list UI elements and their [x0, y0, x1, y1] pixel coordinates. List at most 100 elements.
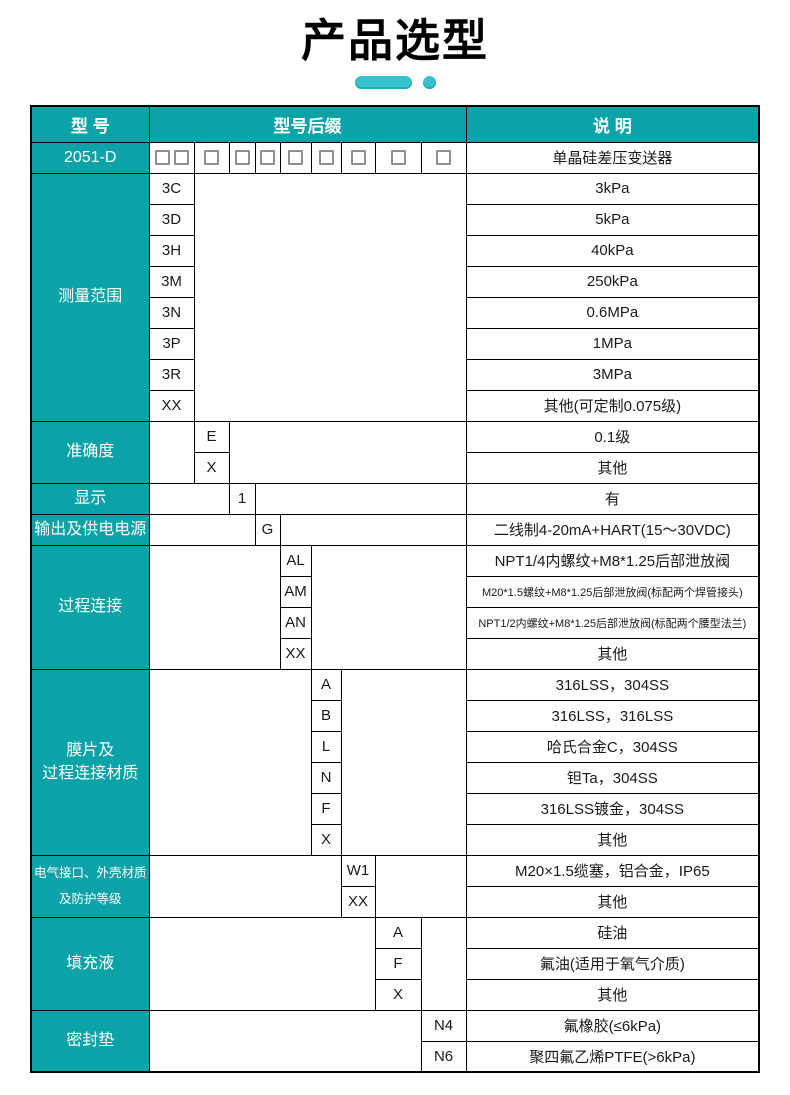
section-label-diaphragm-process-material: 膜片及 过程连接材质	[30, 668, 150, 856]
suffix-filler-cell	[148, 513, 256, 546]
checkbox-icon[interactable]	[260, 149, 275, 165]
section-label-display: 显示	[30, 482, 150, 515]
section-label-fill-fluid: 填充液	[30, 916, 150, 1011]
checkbox-icon[interactable]	[318, 149, 334, 165]
suffix-filler-cell	[279, 513, 467, 546]
option-code-cell: F	[374, 947, 422, 980]
option-description-cell: 316LSS镀金，304SS	[465, 792, 760, 825]
checkbox-icon[interactable]	[288, 149, 303, 165]
suffix-checkbox-cell	[310, 141, 342, 174]
option-description-cell: 哈氏合金C，304SS	[465, 730, 760, 763]
section-label-text: 密封垫	[66, 1032, 115, 1050]
option-description-cell: 其他(可定制0.075级)	[465, 389, 760, 422]
checkbox-icon[interactable]	[173, 149, 189, 165]
suffix-filler-cell	[228, 420, 467, 484]
option-code-cell: 1	[228, 482, 256, 515]
option-code-cell: N	[310, 761, 342, 794]
suffix-checkbox-cell	[254, 141, 281, 174]
option-code-cell: AM	[279, 575, 312, 608]
page-title: 产品选型	[300, 15, 489, 66]
option-description-cell: 其他	[465, 885, 760, 918]
option-description-cell: 0.1级	[465, 420, 760, 453]
option-code-cell: W1	[340, 854, 376, 887]
option-code-cell: X	[374, 978, 422, 1011]
suffix-filler-cell	[374, 854, 467, 918]
option-code-cell: 3D	[148, 203, 195, 236]
suffix-filler-cell	[310, 544, 467, 670]
model-description-cell: 单晶硅差压变送器	[465, 141, 760, 174]
option-code-cell: 3H	[148, 234, 195, 267]
option-description-cell: 钽Ta，304SS	[465, 761, 760, 794]
checkbox-icon[interactable]	[234, 149, 250, 165]
suffix-filler-cell	[148, 420, 195, 484]
section-label-text: 过程连接材质	[42, 765, 139, 782]
option-description-cell: 二线制4-20mA+HART(15～30VDC)	[465, 513, 760, 546]
suffix-filler-cell	[148, 482, 230, 515]
suffix-filler-cell	[148, 916, 376, 1011]
option-description-cell: 3kPa	[465, 172, 760, 205]
option-description-cell: 聚四氟乙烯PTFE(>6kPa)	[465, 1040, 760, 1073]
option-code-cell: 3C	[148, 172, 195, 205]
option-description-cell: 1MPa	[465, 327, 760, 360]
option-code-cell: A	[310, 668, 342, 701]
option-description-cell: 316LSS，316LSS	[465, 699, 760, 732]
option-description-cell: 0.6MPa	[465, 296, 760, 329]
section-label-text: 测量范围	[58, 288, 123, 306]
option-description-cell: 5kPa	[465, 203, 760, 236]
section-label-text: 填充液	[66, 954, 115, 972]
suffix-checkbox-cell	[148, 141, 195, 174]
option-code-cell: N4	[420, 1009, 467, 1042]
suffix-filler-cell	[148, 668, 312, 856]
section-label-seal-gasket: 密封垫	[30, 1009, 150, 1073]
option-code-cell: XX	[148, 389, 195, 422]
option-code-cell: X	[310, 823, 342, 856]
section-label-text: 及防护等级	[58, 892, 122, 906]
header-cell-description: 说 明	[465, 105, 760, 143]
option-description-cell: 其他	[465, 451, 760, 484]
suffix-checkbox-cell	[420, 141, 467, 174]
suffix-checkbox-cell	[279, 141, 312, 174]
option-code-cell: 3M	[148, 265, 195, 298]
option-code-cell: F	[310, 792, 342, 825]
suffix-filler-cell	[193, 172, 467, 422]
suffix-filler-cell	[148, 1009, 422, 1073]
checkbox-icon[interactable]	[350, 149, 366, 165]
underline-pill-icon	[354, 76, 412, 89]
section-label-text: 膜片及	[66, 741, 115, 759]
option-description-cell: 硅油	[465, 916, 760, 949]
option-description-cell: 氟橡胶(≤6kPa)	[465, 1009, 760, 1042]
header-cell-model: 型 号	[30, 105, 150, 143]
section-label-text: 输出及供电电源	[34, 520, 147, 538]
checkbox-icon[interactable]	[154, 149, 170, 165]
section-label-text: 显示	[74, 489, 107, 507]
option-code-cell: B	[310, 699, 342, 732]
option-description-cell: NPT1/4内螺纹+M8*1.25后部泄放阀	[465, 544, 760, 577]
option-code-cell: E	[193, 420, 230, 453]
header-cell-suffix: 型号后缀	[148, 105, 467, 143]
option-code-cell: AN	[279, 606, 312, 639]
option-description-cell: NPT1/2内螺纹+M8*1.25后部泄放阀(标配两个腰型法兰)	[465, 606, 760, 639]
suffix-checkbox-cell	[228, 141, 256, 174]
option-description-cell: 氟油(适用于氧气介质)	[465, 947, 760, 980]
checkbox-icon[interactable]	[390, 149, 406, 165]
title-underline-decoration	[0, 76, 790, 89]
section-label-text: 准确度	[66, 443, 115, 461]
suffix-filler-cell	[148, 544, 281, 670]
model-number-cell: 2051-D	[30, 141, 150, 174]
section-label-output-power-supply: 输出及供电电源	[30, 513, 150, 546]
section-label-text: 电气接口、外壳材质	[33, 865, 147, 880]
suffix-filler-cell	[340, 668, 467, 856]
suffix-checkbox-cell	[374, 141, 422, 174]
section-label-accuracy: 准确度	[30, 420, 150, 484]
option-description-cell: 有	[465, 482, 760, 515]
checkbox-icon[interactable]	[204, 149, 219, 165]
option-code-cell: 3N	[148, 296, 195, 329]
checkbox-icon[interactable]	[436, 149, 452, 165]
option-code-cell: XX	[279, 637, 312, 670]
underline-dot-icon	[422, 76, 436, 89]
section-label-text: 过程连接	[58, 598, 123, 616]
option-code-cell: N6	[420, 1040, 467, 1073]
option-code-cell: 3P	[148, 327, 195, 360]
option-description-cell: M20*1.5螺纹+M8*1.25后部泄放阀(标配两个焊管接头)	[465, 575, 760, 608]
